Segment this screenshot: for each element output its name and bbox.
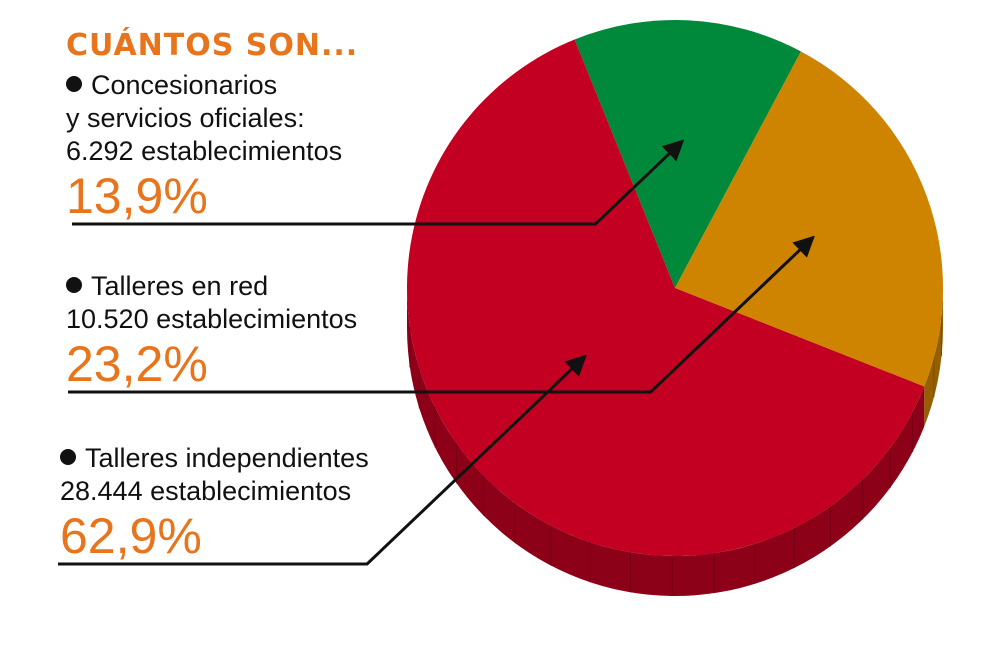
legend-line: y servicios oficiales: xyxy=(66,103,305,133)
bullet-dot xyxy=(66,76,82,92)
pie-side-wall xyxy=(407,288,925,596)
pie-slice-2 xyxy=(675,51,943,387)
legend-entry-talleres-en-red: Talleres en red 10.520 establecimientos … xyxy=(66,270,357,390)
percentage-label: 62,9% xyxy=(60,508,202,564)
legend-line: Talleres independientes xyxy=(60,442,369,475)
pie-slice-3 xyxy=(407,39,925,557)
percentage-label: 13,9% xyxy=(66,168,208,224)
pie-slice-1 xyxy=(574,20,801,289)
leader-arrow xyxy=(72,139,685,226)
legend-entry-talleres-independientes: Talleres independientes 28.444 estableci… xyxy=(60,442,369,562)
bullet-dot xyxy=(60,449,76,465)
pie-side-wall xyxy=(924,288,943,427)
legend-line: Concesionarios xyxy=(66,69,342,102)
chart-title: CUÁNTOS SON... xyxy=(66,28,359,63)
leader-arrow xyxy=(58,354,587,566)
percentage-label: 23,2% xyxy=(66,336,208,392)
legend-line: 28.444 establecimientos xyxy=(60,476,352,506)
legend-line: 6.292 establecimientos xyxy=(66,136,343,166)
legend-line: 10.520 establecimientos xyxy=(66,304,358,334)
leader-arrow xyxy=(68,235,815,394)
legend-line: Talleres en red xyxy=(66,270,357,303)
legend-entry-concesionarios: Concesionarios y servicios oficiales: 6.… xyxy=(66,69,342,222)
bullet-dot xyxy=(66,277,82,293)
